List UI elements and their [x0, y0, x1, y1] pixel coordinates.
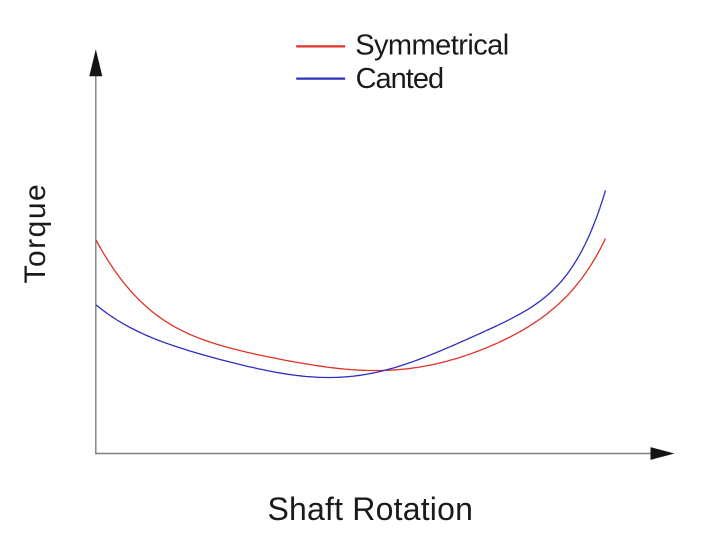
svg-text:Canted: Canted	[356, 63, 444, 95]
svg-text:Shaft Rotation: Shaft Rotation	[268, 491, 474, 527]
svg-text:Torque: Torque	[19, 183, 52, 284]
svg-text:Symmetrical: Symmetrical	[355, 30, 508, 62]
